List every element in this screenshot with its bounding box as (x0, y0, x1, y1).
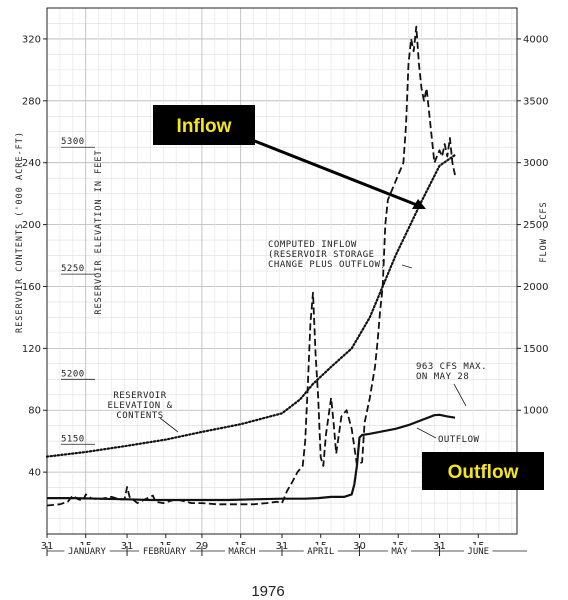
inflow-annotation-line: CHANGE PLUS OUTFLOW) (268, 260, 386, 270)
elevation-tick-label: 5250 (61, 264, 85, 274)
series-line-solid (47, 413, 456, 502)
right-tick-label: 3500 (523, 96, 548, 107)
left-tick-label: 280 (22, 96, 41, 107)
series-line-dotted (45, 153, 457, 458)
annotations: RESERVOIR ELEVATION & CONTENTS COMPUTED INF… (107, 240, 487, 445)
left-axis-label: RESERVOIR CONTENTS ('000 ACRE-FT) (15, 131, 25, 333)
month-label-bg (224, 545, 259, 557)
reservoir-annotation: RESERVOIR ELEVATION & CONTENTS (107, 391, 172, 421)
left-axis: 40 80 120 160 200 240 280 320 (22, 34, 47, 479)
month-label-bg (139, 545, 190, 557)
year-label: 1976 (251, 583, 284, 600)
month-axis: JANUARY FEBRUARY MARCH APRIL MAY JUNE (46, 545, 527, 557)
elevation-tick-label: 5150 (61, 434, 85, 444)
month-label: MAY (391, 547, 408, 557)
reservoir-annotation-line: ELEVATION & (107, 401, 172, 411)
month-label: APRIL (307, 547, 334, 557)
max-outflow-annotation-line: ON MAY 28 (416, 372, 469, 382)
inflow-arrow-head (412, 199, 426, 209)
month-label: JUNE (467, 547, 489, 557)
inflow-callout-label: Inflow (177, 116, 232, 137)
inflow-callout: Inflow (153, 105, 426, 209)
outflow-callout-box (422, 452, 544, 490)
outflow-annotation: OUTFLOW (438, 435, 480, 445)
elevation-axis-label: RESERVOIR ELEVATION IN FEET (94, 149, 104, 314)
left-tick-label: 200 (22, 220, 41, 231)
outflow-annotation-line: OUTFLOW (438, 435, 480, 445)
elevation-scale: 5150 5200 5250 5300 (61, 137, 95, 445)
reservoir-leader (159, 417, 179, 433)
reservoir-annotation-line: RESERVOIR (113, 391, 166, 401)
month-label: FEBRUARY (143, 547, 187, 557)
right-tick-label: 2000 (523, 282, 548, 293)
right-tick-label: 4000 (523, 34, 548, 45)
outflow-callout: Outflow (422, 452, 544, 490)
reservoir-annotation-line: CONTENTS (116, 411, 163, 421)
elevation-tick-label: 5200 (61, 369, 85, 379)
inflow-annotation: COMPUTED INFLOW (RESERVOIR STORAGE CHANGE … (268, 240, 386, 270)
left-tick-label: 240 (22, 158, 41, 169)
max-outflow-annotation: 963 CFS MAX. ON MAY 28 (416, 362, 487, 382)
inflow-annotation-line: COMPUTED INFLOW (268, 240, 357, 250)
max-outflow-annotation-line: 963 CFS MAX. (416, 362, 487, 372)
right-axis-label: FLOW - CFS (539, 201, 549, 262)
inflow-callout-box (153, 105, 255, 145)
left-tick-label: 120 (22, 344, 41, 355)
left-tick-label: 80 (28, 406, 41, 417)
series-lines (45, 25, 457, 507)
left-tick-label: 160 (22, 282, 41, 293)
month-label-bg (303, 545, 338, 557)
right-tick-label: 3000 (523, 158, 548, 169)
month-label-bg (64, 545, 110, 557)
max-outflow-leader (453, 383, 467, 407)
left-tick-label: 40 (28, 468, 41, 479)
right-tick-label: 2500 (523, 220, 548, 231)
right-tick-label: 1500 (523, 344, 548, 355)
inflow-leader (401, 264, 413, 269)
right-tick-label: 1000 (523, 406, 548, 417)
elevation-tick-label: 5300 (61, 137, 85, 147)
left-tick-label: 320 (22, 34, 41, 45)
month-label: JANUARY (68, 547, 107, 557)
series-line-dashed (46, 25, 456, 507)
outflow-leader (416, 427, 437, 439)
inflow-arrow-line (251, 138, 423, 209)
month-label-bg (388, 545, 411, 557)
month-label: MARCH (228, 547, 255, 557)
outflow-callout-label: Outflow (448, 462, 519, 483)
month-label-bg (464, 545, 493, 557)
inflow-annotation-line: (RESERVOIR STORAGE (268, 250, 375, 260)
